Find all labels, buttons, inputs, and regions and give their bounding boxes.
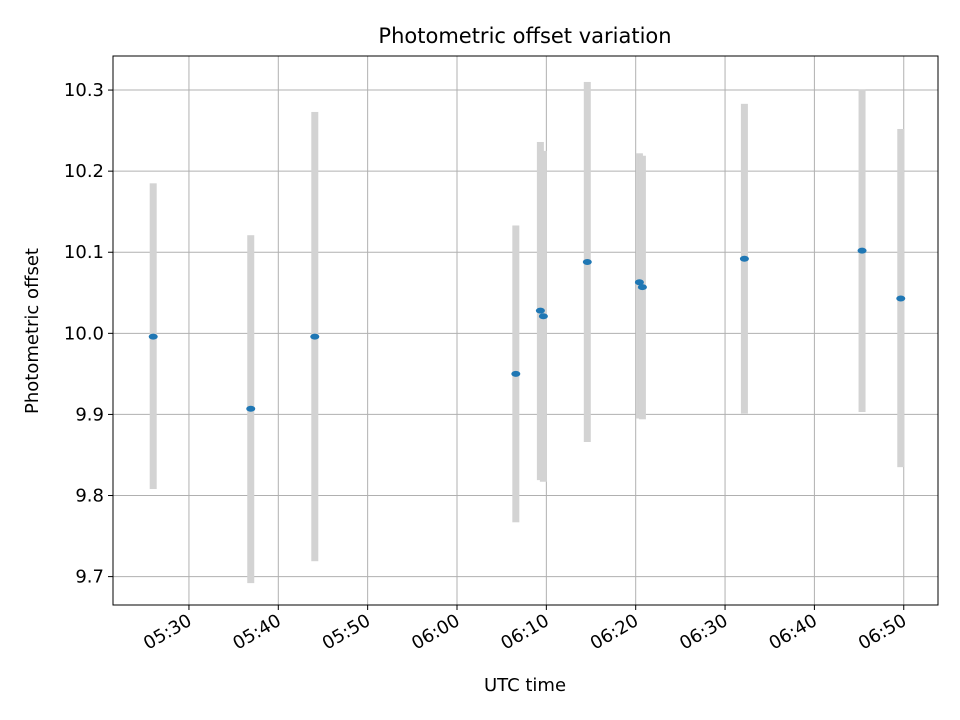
- grid: [113, 56, 938, 605]
- data-point: [511, 370, 521, 377]
- y-tick-label: 9.9: [75, 404, 104, 425]
- x-axis-label: UTC time: [484, 675, 566, 696]
- data-point: [637, 284, 647, 291]
- data-point: [310, 333, 320, 340]
- data-point: [634, 279, 644, 286]
- y-tick-label: 10.0: [64, 323, 104, 344]
- plot-frame: [112, 55, 939, 606]
- data-points: [148, 247, 906, 412]
- data-point: [535, 307, 545, 314]
- y-axis-label: Photometric offset: [22, 248, 43, 414]
- chart-title: Photometric offset variation: [378, 24, 671, 48]
- y-tick-label: 9.8: [75, 486, 104, 507]
- data-point: [538, 313, 548, 320]
- data-point: [246, 405, 256, 412]
- y-tick-label: 10.2: [64, 161, 104, 182]
- data-point: [148, 333, 158, 340]
- y-tick-label: 10.3: [64, 80, 104, 101]
- data-point: [857, 247, 867, 254]
- data-point: [739, 255, 749, 262]
- y-tick-label: 10.1: [64, 242, 104, 263]
- data-point: [896, 295, 906, 302]
- data-point: [582, 258, 592, 265]
- y-tick-label: 9.7: [75, 567, 104, 588]
